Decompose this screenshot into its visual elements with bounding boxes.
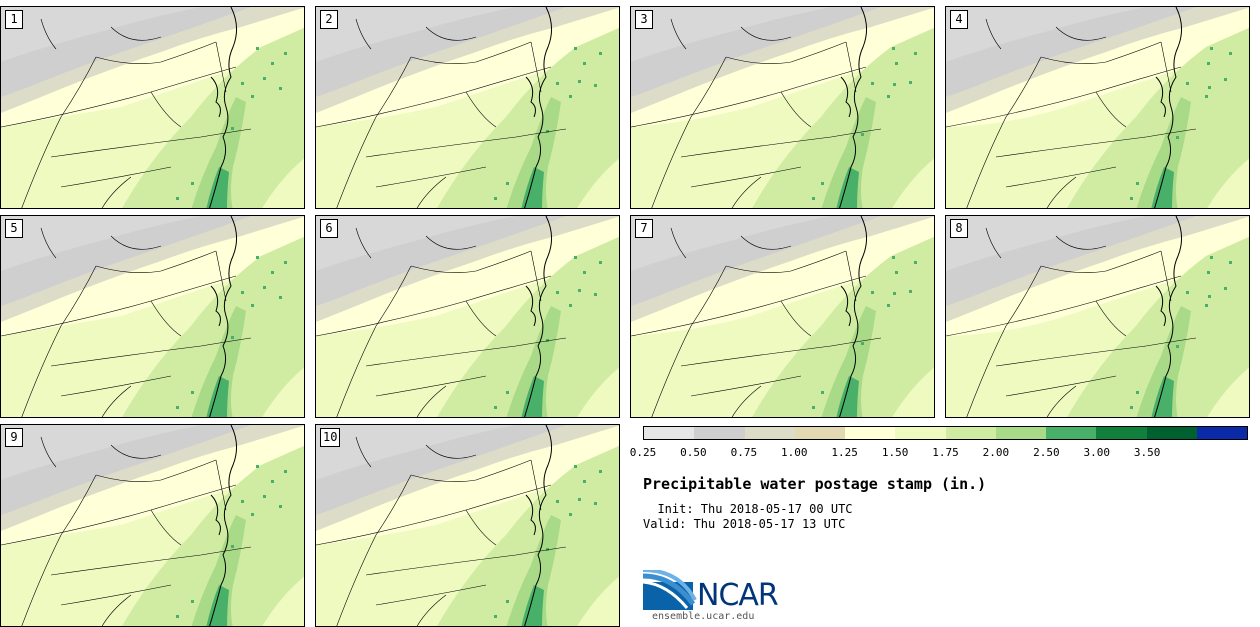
- colorbar-tick-label: 2.50: [1033, 446, 1060, 459]
- colorbar-tick-label: 3.00: [1083, 446, 1111, 459]
- postage-stamp-panel: 1: [0, 6, 305, 209]
- pw-map: [631, 7, 934, 208]
- colorbar-segment: [744, 427, 795, 439]
- postage-stamp-panel: 2: [315, 6, 620, 209]
- postage-stamp-panel: 10: [315, 424, 620, 627]
- postage-stamp-panel: 3: [630, 6, 935, 209]
- colorbar-segment: [845, 427, 896, 439]
- colorbar-tick-label: 1.50: [881, 446, 909, 459]
- colorbar-segment: [945, 427, 996, 439]
- valid-time: Valid: Thu 2018-05-17 13 UTC: [643, 517, 846, 531]
- colorbar-tick-label: 3.50: [1133, 446, 1161, 459]
- postage-stamp-panel: 7: [630, 215, 935, 418]
- member-number: 6: [320, 219, 338, 238]
- pw-map: [316, 7, 619, 208]
- colorbar-tick-label: 0.75: [730, 446, 758, 459]
- colorbar-segment: [694, 427, 745, 439]
- colorbar-segment: [1196, 427, 1247, 439]
- postage-stamp-panel: 8: [945, 215, 1250, 418]
- colorbar-tick-label: 1.75: [932, 446, 959, 459]
- ncar-logo: [643, 570, 697, 610]
- colorbar-segment: [1146, 427, 1197, 439]
- member-number: 4: [950, 10, 968, 29]
- colorbar-segment: [644, 427, 695, 439]
- pw-map: [1, 7, 304, 208]
- colorbar: [643, 426, 1248, 440]
- pw-map: [946, 216, 1249, 417]
- member-number: 8: [950, 219, 968, 238]
- pw-map: [316, 216, 619, 417]
- postage-stamp-panel: 9: [0, 424, 305, 627]
- chart-title: Precipitable water postage stamp (in.): [643, 475, 987, 493]
- colorbar-segment: [1046, 427, 1097, 439]
- colorbar-segment: [794, 427, 845, 439]
- postage-stamp-panel: 6: [315, 215, 620, 418]
- ncar-wordmark: NCAR: [697, 578, 779, 613]
- member-number: 7: [635, 219, 653, 238]
- colorbar-segment: [995, 427, 1046, 439]
- member-number: 5: [5, 219, 23, 238]
- postage-stamp-panel: 4: [945, 6, 1250, 209]
- member-number: 3: [635, 10, 653, 29]
- colorbar-segment: [895, 427, 946, 439]
- pw-map: [1, 216, 304, 417]
- pw-map: [316, 425, 619, 626]
- pw-map: [631, 216, 934, 417]
- member-number: 10: [320, 428, 341, 447]
- pw-map: [1, 425, 304, 626]
- init-time: Init: Thu 2018-05-17 00 UTC: [643, 502, 853, 516]
- colorbar-tick-label: 0.25: [629, 446, 657, 459]
- pw-map: [946, 7, 1249, 208]
- colorbar-tick-label: 0.50: [680, 446, 707, 459]
- colorbar-tick-label: 1.25: [831, 446, 858, 459]
- member-number: 2: [320, 10, 338, 29]
- colorbar-tick-label: 1.00: [781, 446, 808, 459]
- colorbar-segment: [1096, 427, 1147, 439]
- member-number: 1: [5, 10, 23, 29]
- colorbar-tick-label: 2.00: [982, 446, 1010, 459]
- member-number: 9: [5, 428, 23, 447]
- ensemble-url[interactable]: ensemble.ucar.edu: [652, 611, 755, 622]
- postage-stamp-panel: 5: [0, 215, 305, 418]
